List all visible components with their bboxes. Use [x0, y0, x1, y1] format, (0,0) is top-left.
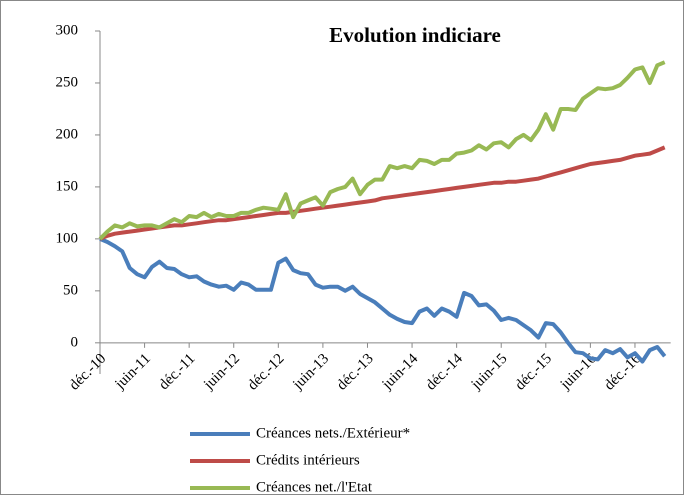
chart-title: Evolution indiciare [329, 23, 501, 47]
y-tick-label: 100 [56, 230, 79, 246]
y-tick-label: 250 [56, 74, 79, 90]
y-tick-label: 0 [71, 334, 79, 350]
legend-label: Crédits intérieurs [256, 452, 360, 468]
legend-label: Créances nets./Extérieur* [256, 425, 410, 441]
series-line [99, 237, 667, 364]
series-line [98, 60, 666, 241]
y-tick-label: 150 [56, 178, 79, 194]
y-tick-label: 50 [63, 282, 78, 298]
series-line [99, 145, 666, 241]
y-tick-label: 200 [56, 126, 79, 142]
y-tick-label: 300 [56, 22, 79, 38]
legend-label: Créances net./l'Etat [256, 479, 373, 495]
